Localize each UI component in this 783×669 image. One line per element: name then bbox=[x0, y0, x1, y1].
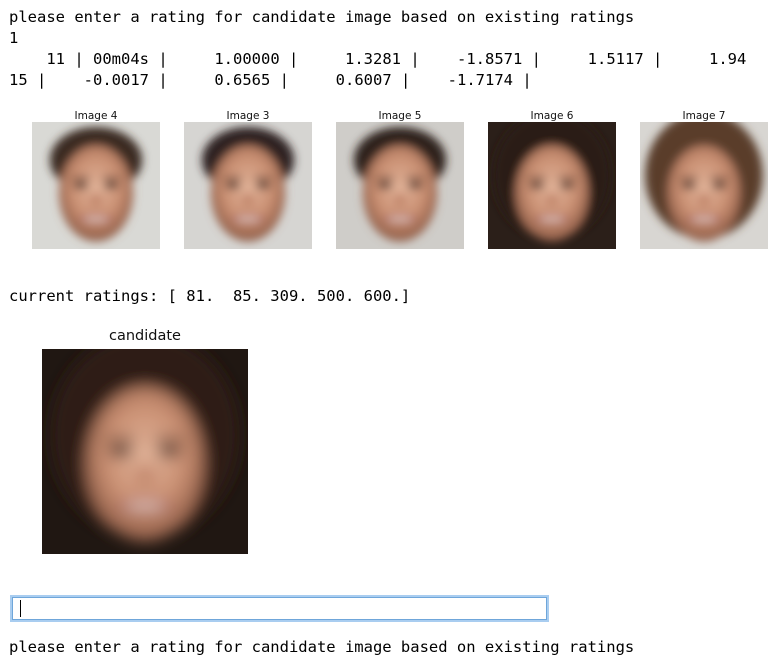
progress-cell: -0.0017 bbox=[46, 71, 159, 89]
progress-cell: 1.94 bbox=[662, 50, 747, 68]
progress-separator: | bbox=[531, 50, 541, 68]
reference-image-label: Image 7 bbox=[682, 110, 726, 122]
progress-separator: | bbox=[37, 71, 47, 89]
progress-separator: | bbox=[279, 71, 289, 89]
progress-separator: | bbox=[410, 50, 420, 68]
progress-cell: 0.6007 bbox=[289, 71, 401, 89]
progress-cell: -1.7174 bbox=[410, 71, 523, 89]
candidate-face-image bbox=[42, 349, 248, 554]
reference-face-image bbox=[32, 122, 160, 249]
progress-row-1: 11 | 00m04s | 1.00000 | 1.3281 | -1.8571… bbox=[9, 49, 746, 70]
reference-image-label: Image 5 bbox=[378, 110, 422, 122]
reference-image-card: Image 6 bbox=[488, 110, 616, 249]
current-ratings-text: current ratings: [ 81. 85. 309. 500. 600… bbox=[9, 287, 411, 305]
progress-cell: 11 bbox=[9, 50, 75, 68]
progress-cell: 15 bbox=[9, 71, 37, 89]
reference-face-image bbox=[640, 122, 768, 249]
progress-separator: | bbox=[522, 71, 532, 89]
progress-cell: 00m04s bbox=[83, 50, 159, 68]
text-caret bbox=[20, 600, 21, 617]
progress-separator: | bbox=[158, 71, 168, 89]
reference-image-label: Image 3 bbox=[226, 110, 270, 122]
iteration-line: 1 bbox=[9, 29, 19, 47]
progress-cell: -1.8571 bbox=[419, 50, 532, 68]
progress-row-2: 15 | -0.0017 | 0.6565 | 0.6007 | -1.7174… bbox=[9, 70, 532, 91]
progress-separator: | bbox=[158, 50, 168, 68]
prompt-text-bottom: please enter a rating for candidate imag… bbox=[9, 638, 635, 656]
reference-image-card: Image 7 bbox=[640, 110, 768, 249]
reference-face-image bbox=[336, 122, 464, 249]
progress-cell: 1.00000 bbox=[167, 50, 289, 68]
progress-separator: | bbox=[652, 50, 663, 68]
progress-separator: | bbox=[289, 50, 299, 68]
reference-image-card: Image 5 bbox=[336, 110, 464, 249]
reference-image-label: Image 6 bbox=[530, 110, 574, 122]
reference-face-image bbox=[488, 122, 616, 249]
candidate-label: candidate bbox=[109, 328, 181, 344]
progress-separator: | bbox=[400, 71, 411, 89]
reference-image-card: Image 4 bbox=[32, 110, 160, 249]
prompt-text-top: please enter a rating for candidate imag… bbox=[9, 8, 635, 26]
progress-cell: 1.3281 bbox=[298, 50, 411, 68]
reference-image-card: Image 3 bbox=[184, 110, 312, 249]
reference-face-image bbox=[184, 122, 312, 249]
progress-separator: | bbox=[74, 50, 84, 68]
progress-cell: 1.5117 bbox=[541, 50, 653, 68]
progress-cell: 0.6565 bbox=[167, 71, 280, 89]
reference-image-label: Image 4 bbox=[74, 110, 118, 122]
rating-input[interactable] bbox=[10, 595, 549, 622]
